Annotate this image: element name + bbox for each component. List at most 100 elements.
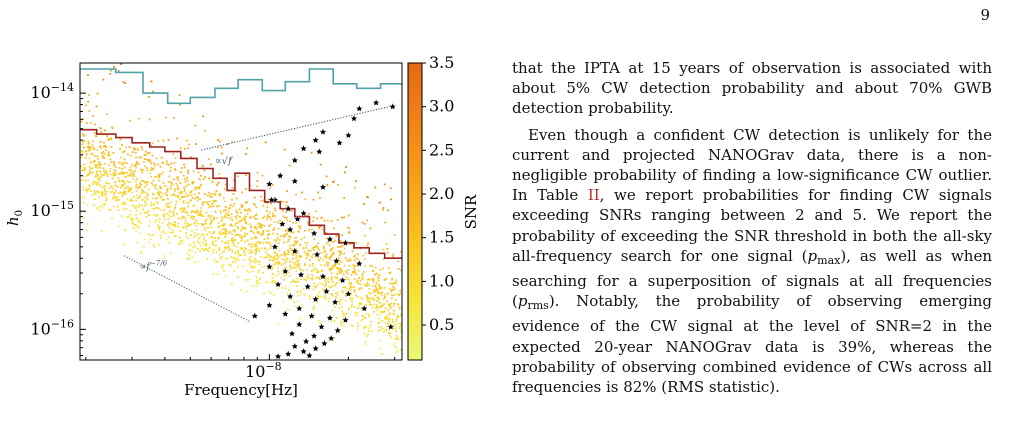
scatter-point [165, 116, 167, 119]
scatter-point [276, 245, 279, 248]
scatter-point [86, 153, 88, 156]
scatter-point [371, 330, 373, 332]
scatter-point [113, 161, 115, 163]
scatter-point [303, 250, 306, 253]
scatter-point [338, 307, 341, 309]
scatter-point [204, 239, 207, 242]
scatter-point [162, 193, 164, 195]
scatter-point [132, 217, 134, 220]
scatter-point [218, 173, 221, 175]
scatter-point [327, 262, 330, 264]
scatter-point [99, 176, 101, 179]
scatter-point [367, 301, 370, 303]
scatter-point [341, 234, 343, 236]
scatter-point [80, 120, 82, 123]
scatter-point [160, 186, 162, 189]
scatter-point [136, 225, 138, 227]
scatter-point [285, 258, 288, 261]
scatter-point [379, 329, 381, 331]
scatter-point [147, 188, 150, 191]
scatter-point [294, 262, 296, 264]
scatter-point [273, 259, 276, 261]
scatter-point [389, 187, 392, 189]
scatter-point [133, 148, 136, 151]
scatter-point [308, 229, 310, 231]
scatter-point [168, 227, 171, 229]
scatter-point [310, 151, 313, 154]
scatter-point [361, 273, 363, 275]
scatter-point [124, 183, 126, 185]
scatter-point [345, 313, 347, 315]
scatter-point [350, 293, 352, 295]
scatter-point [292, 279, 295, 282]
scatter-point [215, 251, 218, 253]
scatter-point [312, 198, 315, 201]
scatter-point [162, 171, 165, 174]
scatter-point [100, 192, 102, 194]
scatter-point [197, 210, 200, 213]
scatter-point [289, 275, 291, 277]
scatter-point [285, 233, 287, 236]
scatter-point [266, 242, 269, 244]
scatter-point [240, 254, 242, 256]
scatter-point [150, 201, 152, 204]
scatter-point [331, 268, 333, 271]
scatter-point [148, 118, 151, 121]
scatter-point [290, 210, 293, 212]
scatter-point [141, 171, 143, 174]
scatter-point [96, 167, 99, 169]
scatter-point [245, 188, 247, 190]
scatter-point [157, 190, 160, 193]
scatter-point [295, 247, 297, 250]
scatter-point [253, 260, 256, 263]
scatter-point [206, 201, 208, 203]
scatter-point [139, 212, 142, 215]
scatter-point [391, 294, 393, 296]
scatter-point [282, 300, 285, 303]
scatter-point [289, 260, 291, 263]
scatter-point [250, 243, 253, 245]
scatter-point [234, 252, 236, 254]
scatter-point [171, 194, 173, 197]
scatter-point [244, 219, 247, 222]
scatter-point [152, 197, 154, 200]
scatter-point [330, 321, 332, 323]
scatter-point [100, 163, 102, 165]
scatter-point [239, 235, 241, 238]
scatter-point [196, 240, 199, 243]
scatter-point [291, 257, 294, 260]
scatter-point [361, 315, 364, 317]
scatter-point [296, 291, 298, 294]
scatter-point [392, 320, 394, 323]
scatter-point [105, 196, 108, 199]
scatter-point [110, 69, 112, 72]
scatter-point [185, 228, 187, 230]
scatter-point [387, 251, 389, 254]
scatter-point [104, 153, 106, 155]
scatter-point [341, 310, 344, 313]
scatter-point [95, 105, 98, 108]
scatter-point [174, 206, 177, 208]
scatter-point [105, 200, 107, 202]
scatter-point [288, 235, 290, 237]
scatter-point [199, 198, 201, 201]
scatter-point [364, 340, 367, 343]
scatter-point [218, 232, 221, 235]
scatter-point [395, 351, 398, 354]
scatter-point [317, 247, 319, 250]
scatter-point [123, 166, 126, 169]
scatter-point [190, 192, 192, 194]
scatter-point [331, 253, 334, 256]
scatter-point [224, 241, 227, 244]
scatter-point [315, 210, 317, 213]
scatter-point [87, 140, 89, 143]
scatter-point [243, 226, 246, 229]
scatter-point [130, 169, 133, 172]
scatter-point [144, 200, 146, 203]
scatter-point [160, 196, 162, 199]
scatter-point [200, 210, 202, 212]
scatter-point [385, 316, 388, 319]
scatter-point [259, 223, 262, 226]
scatter-point [157, 224, 159, 227]
scatter-point [88, 171, 91, 174]
